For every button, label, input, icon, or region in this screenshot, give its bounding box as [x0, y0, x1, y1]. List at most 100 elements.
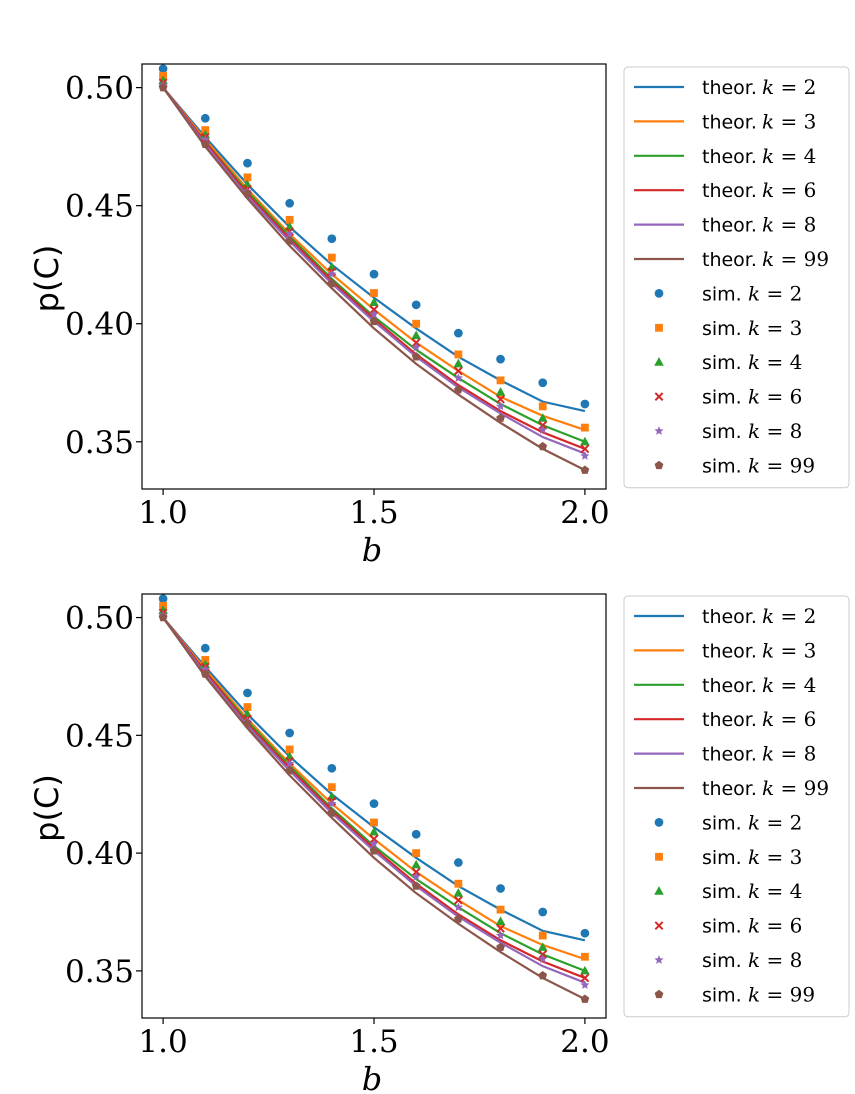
y-tick-label: 0.35: [65, 954, 134, 990]
data-point: [327, 278, 337, 288]
x-tick-label: 1.0: [138, 495, 187, 531]
data-point: [200, 669, 210, 678]
data-point: [200, 643, 210, 653]
y-axis-label: p(C): [28, 774, 66, 842]
legend-prefix: sim.: [702, 812, 742, 834]
y-tick-label: 0.40: [65, 307, 134, 343]
data-point: [537, 413, 548, 422]
data-point: [158, 612, 168, 622]
data-point: [411, 871, 421, 881]
data-point: [370, 818, 378, 827]
legend-marker-swatch: [654, 392, 664, 401]
data-point: [243, 688, 252, 698]
data-point: [453, 902, 463, 912]
legend-entry: sim. k = 8: [654, 948, 802, 972]
legend-prefix: theor.: [702, 606, 757, 628]
data-point: [369, 316, 379, 326]
y-tick-label: 0.40: [65, 836, 134, 872]
legend-prefix: theor.: [702, 249, 757, 271]
legend-entry: theor. k = 99: [634, 247, 829, 271]
legend-marker-swatch: [655, 323, 663, 332]
legend-prefix: theor.: [702, 709, 757, 731]
x-tick-label: 1.5: [349, 495, 398, 531]
legend-k-value: k = 4: [762, 673, 816, 697]
legend-entry: sim. k = 2: [654, 810, 802, 834]
data-point: [453, 914, 463, 923]
legend-entry: sim. k = 99: [654, 982, 815, 1006]
data-point: [327, 763, 337, 773]
data-point: [243, 718, 252, 728]
data-point: [369, 826, 379, 836]
legend-prefix: theor.: [702, 180, 757, 202]
data-point: [285, 198, 295, 208]
y-tick-label: 0.35: [65, 425, 134, 461]
x-axis-label: b: [362, 531, 382, 569]
data-point: [327, 234, 337, 244]
legend-k-value: k = 3: [748, 845, 802, 869]
legend-entry: sim. k = 6: [654, 914, 802, 938]
legend-prefix: sim.: [702, 881, 742, 903]
data-point: [327, 783, 336, 792]
data-point: [285, 758, 295, 768]
legend-prefix: theor.: [702, 675, 757, 697]
data-point: [537, 942, 548, 951]
legend-marker-swatch: [654, 955, 664, 964]
data-point: [327, 253, 336, 262]
legend-prefix: theor.: [702, 77, 757, 99]
legend-entry: sim. k = 3: [655, 316, 802, 340]
legend-k-value: k = 6: [762, 178, 816, 202]
x-tick-label: 2.0: [560, 1024, 609, 1060]
x-tick-label: 2.0: [560, 495, 609, 531]
legend-k-value: k = 99: [762, 776, 829, 800]
data-point: [411, 859, 421, 869]
data-point: [495, 401, 506, 411]
legend-k-value: k = 4: [748, 350, 802, 374]
legend-k-value: k = 8: [748, 419, 802, 443]
data-point: [496, 394, 505, 404]
data-point: [327, 808, 337, 817]
legend-entry: theor. k = 8: [634, 742, 816, 766]
data-point: [496, 905, 505, 914]
legend-entry: theor. k = 6: [634, 707, 816, 731]
data-point: [580, 994, 590, 1003]
legend-prefix: sim.: [702, 318, 742, 340]
data-point: [411, 300, 421, 310]
legend-prefix: theor.: [702, 744, 757, 766]
data-point: [495, 387, 506, 396]
series-line-k-4: [162, 616, 586, 972]
x-tick-label: 1.0: [138, 1024, 187, 1060]
legend-marker-swatch: [654, 426, 664, 435]
data-point: [200, 139, 210, 148]
legend-prefix: sim.: [702, 916, 742, 938]
data-point: [580, 436, 590, 446]
data-point: [453, 373, 463, 382]
legend-entry: theor. k = 2: [634, 75, 816, 99]
data-point: [370, 289, 378, 297]
data-point: [285, 215, 294, 224]
data-point: [411, 352, 421, 361]
data-point: [369, 269, 379, 279]
data-point: [495, 930, 506, 940]
data-point: [580, 928, 590, 938]
data-point: [411, 342, 421, 352]
legend-k-value: k = 6: [748, 385, 802, 409]
data-point: [538, 378, 548, 388]
legend-entry: sim. k = 2: [654, 281, 802, 305]
legend-k-value: k = 2: [748, 810, 802, 834]
series-line-k-4: [162, 86, 586, 443]
series-line-k-99: [162, 616, 586, 1001]
data-point: [158, 83, 168, 92]
legend-prefix: sim.: [702, 455, 742, 477]
data-point: [496, 354, 505, 364]
series-markers-k-4: [158, 605, 590, 975]
data-point: [496, 942, 505, 952]
legend-k-value: k = 8: [762, 213, 816, 237]
legend-prefix: sim.: [702, 352, 742, 374]
legend-marker-swatch: [655, 852, 663, 861]
legend-k-value: k = 4: [762, 144, 816, 168]
y-axis-label: p(C): [28, 245, 66, 313]
legend-entry: theor. k = 3: [634, 109, 816, 133]
data-point: [580, 952, 589, 961]
